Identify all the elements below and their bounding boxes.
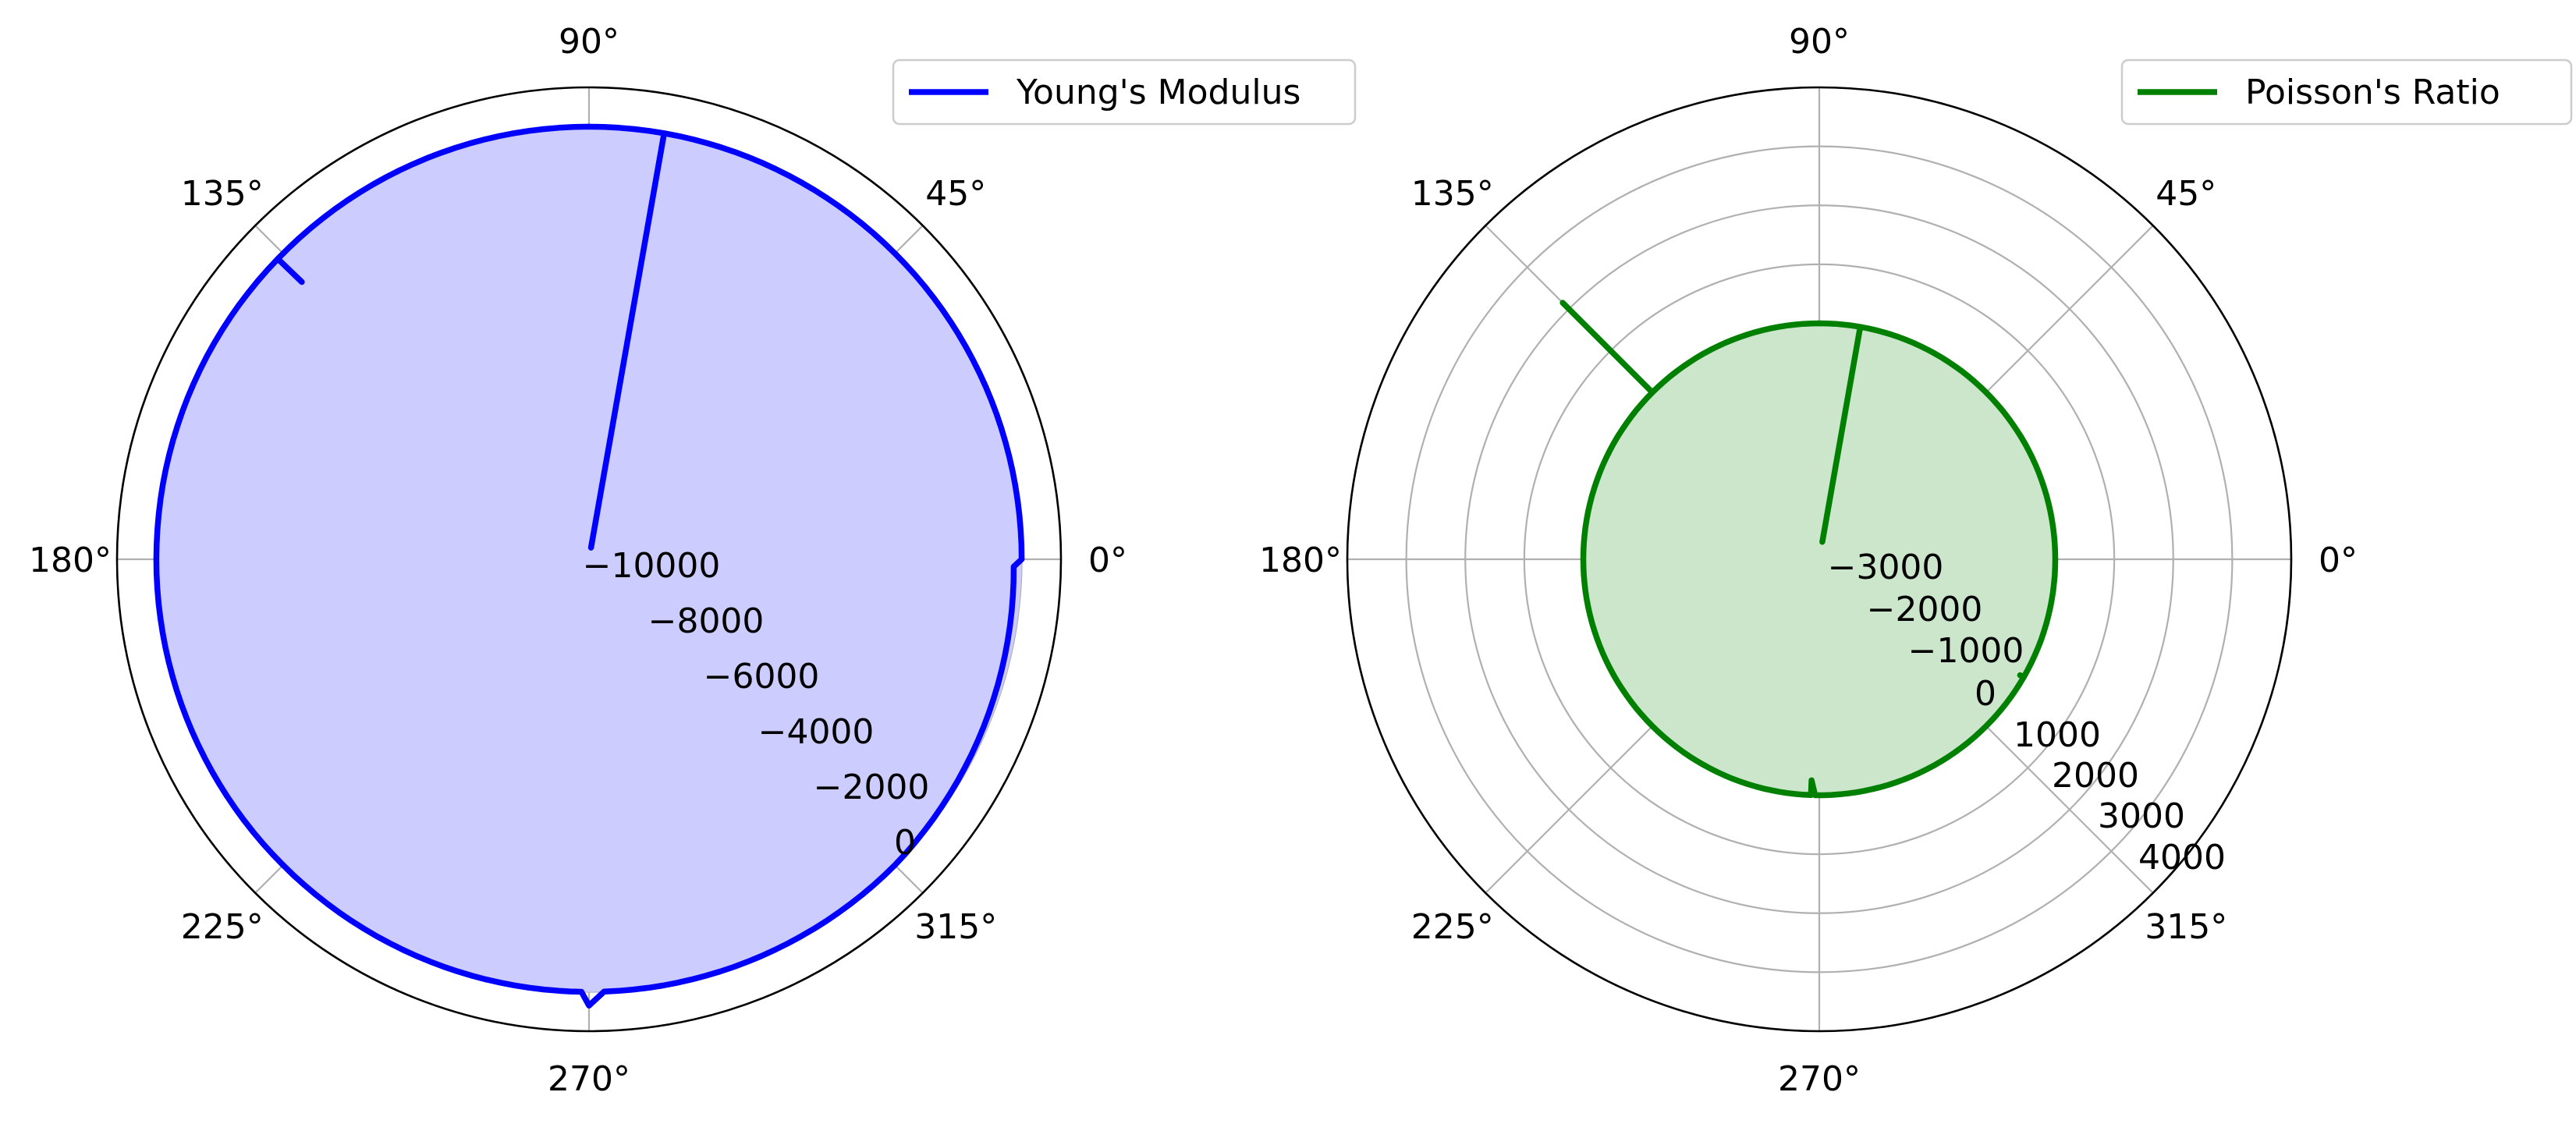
- legend: Young's Modulus: [893, 60, 1355, 124]
- legend-label: Young's Modulus: [1016, 73, 1300, 112]
- r-tick-label: 4000: [2138, 838, 2226, 878]
- theta-tick-label: 225°: [1411, 907, 1494, 947]
- theta-tick-label: 90°: [559, 22, 619, 62]
- legend: Poisson's Ratio: [2122, 60, 2571, 124]
- r-tick-label: −2000: [814, 768, 930, 807]
- theta-tick-label: 180°: [29, 541, 112, 580]
- theta-tick-label: 90°: [1789, 22, 1850, 62]
- theta-tick-label: 270°: [548, 1059, 630, 1099]
- r-tick-label: −1000: [1908, 631, 2024, 671]
- polar-chart-2: 0° 45° 90° 135° 180° 225° 270° 315° −3000−2000−1…: [1259, 22, 2571, 1099]
- legend-label: Poisson's Ratio: [2245, 73, 2500, 112]
- theta-tick-label: 315°: [914, 907, 997, 947]
- theta-tick-label: 0°: [2319, 541, 2358, 580]
- r-tick-label: 3000: [2098, 796, 2185, 836]
- theta-tick-label: 225°: [181, 907, 264, 947]
- theta-tick-label: 315°: [2145, 907, 2227, 947]
- r-tick-label: −4000: [758, 712, 875, 752]
- theta-tick-label: 135°: [1411, 174, 1494, 214]
- theta-tick-label: 135°: [181, 174, 264, 214]
- theta-tick-label: 45°: [925, 174, 986, 214]
- r-tick-label: 0: [894, 823, 916, 863]
- theta-tick-label: 45°: [2156, 174, 2216, 214]
- theta-tick-label: 270°: [1778, 1059, 1861, 1099]
- theta-tick-label: 0°: [1088, 541, 1127, 580]
- polar-chart-1: 0° 45° 90° 135° 180° 225° 270° 315° −10000 −8000 −…: [29, 22, 1355, 1099]
- r-tick-label: 0: [1975, 674, 1996, 714]
- r-tick-label: −6000: [704, 657, 820, 697]
- r-tick-label: 2000: [2052, 756, 2139, 796]
- r-tick-label: −2000: [1867, 590, 1983, 629]
- r-tick-label: −8000: [648, 601, 765, 641]
- r-tick-label: 1000: [2014, 715, 2101, 755]
- r-tick-label: −3000: [1828, 548, 1944, 587]
- r-tick-label: −10000: [583, 546, 721, 586]
- theta-tick-label: 180°: [1259, 541, 1342, 580]
